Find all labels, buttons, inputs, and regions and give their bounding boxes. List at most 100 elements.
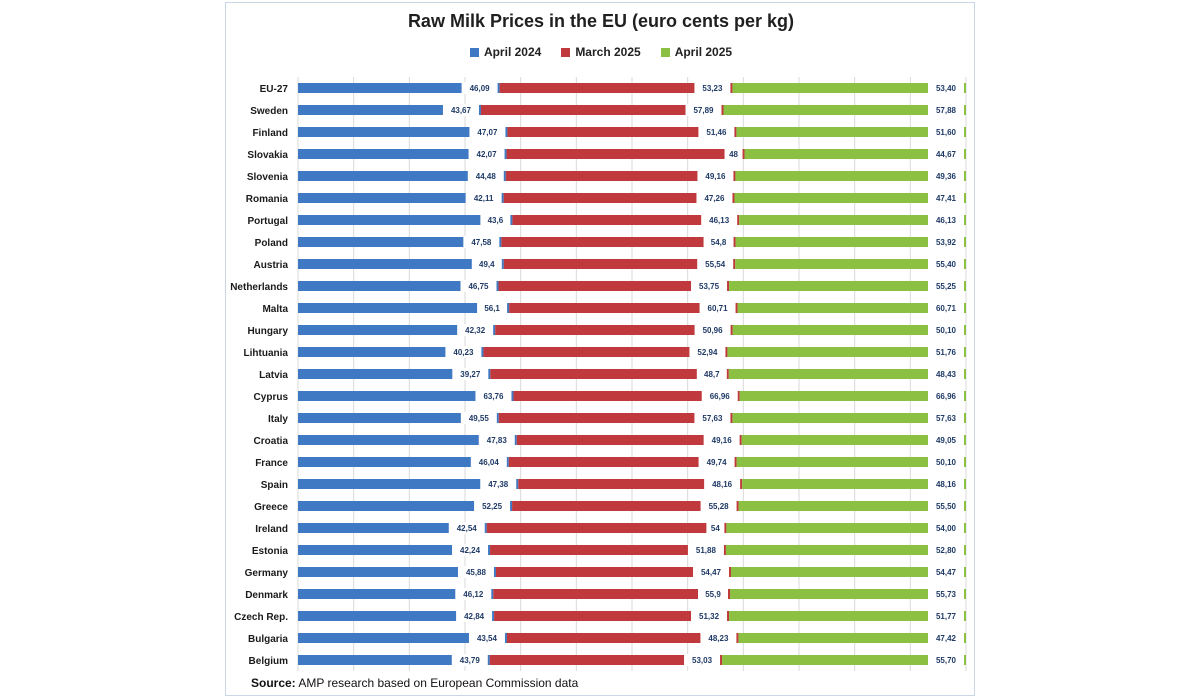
category-label: Greece [254, 502, 288, 513]
data-label-box [928, 588, 964, 600]
data-label: 54,47 [936, 568, 957, 577]
source-text: AMP research based on European Commissio… [295, 676, 579, 690]
data-label-box [451, 654, 488, 666]
bar-segment [507, 127, 737, 137]
data-label: 54,47 [701, 568, 722, 577]
data-label-box [928, 280, 964, 292]
data-label-box [687, 544, 724, 556]
bar-segment [732, 413, 966, 423]
data-label-box [452, 368, 489, 380]
bar-segment [298, 83, 500, 93]
bar-segment [739, 215, 966, 225]
data-label-box [703, 434, 740, 446]
data-label: 47,42 [936, 634, 957, 643]
data-label: 40,23 [453, 348, 474, 357]
legend-label: April 2025 [674, 45, 733, 59]
category-label: Portugal [247, 216, 288, 227]
data-label: 55,25 [936, 282, 957, 291]
bar-segment [298, 457, 509, 467]
bar-segment [298, 501, 513, 511]
data-label-box [928, 82, 964, 94]
bar-segment [739, 391, 966, 401]
data-label: 50,10 [936, 458, 957, 467]
data-label: 48,16 [936, 480, 957, 489]
data-label-box [928, 324, 964, 336]
data-label: 51,46 [706, 128, 727, 137]
data-label-box [928, 346, 964, 358]
data-label: 42,07 [477, 150, 498, 159]
data-label-box [684, 654, 721, 666]
category-label: EU-27 [260, 84, 289, 95]
data-label: 52,94 [697, 348, 718, 357]
bar-segment [732, 325, 966, 335]
category-label: Slovenia [247, 172, 289, 183]
data-label-box [465, 192, 502, 204]
data-label-box [928, 522, 964, 534]
bar-segment [506, 633, 739, 643]
data-label-box [928, 236, 964, 248]
legend-swatch [660, 47, 670, 57]
bar-segment [298, 303, 510, 313]
category-label: Italy [268, 414, 288, 425]
bar-segment [298, 479, 519, 489]
bar-segment [298, 633, 507, 643]
data-label-box [691, 610, 728, 622]
data-label: 55,40 [936, 260, 957, 269]
data-label-box [467, 170, 504, 182]
bar-segment [298, 171, 506, 181]
data-label-box [442, 104, 479, 116]
category-label: Lihtuania [244, 348, 289, 359]
data-label-box [701, 390, 738, 402]
legend-label: March 2025 [575, 45, 641, 59]
data-label-box [478, 434, 515, 446]
bar-segment [489, 655, 723, 665]
data-label-box [463, 236, 500, 248]
bar-segment [298, 435, 517, 445]
bar-segment [503, 259, 736, 269]
data-label-box [694, 82, 731, 94]
data-label: 63,76 [483, 392, 504, 401]
bar-segment [480, 105, 724, 115]
data-label-box [704, 478, 741, 490]
data-label: 54 [711, 524, 720, 533]
data-label: 49,16 [712, 436, 733, 445]
data-label-box [701, 214, 738, 226]
data-label: 51,77 [936, 612, 957, 621]
data-label: 46,75 [468, 282, 489, 291]
data-label-box [928, 368, 964, 380]
data-label-box [696, 368, 727, 380]
data-label-box [685, 104, 722, 116]
bar-segment [298, 325, 496, 335]
data-label: 46,04 [479, 458, 500, 467]
data-label: 42,11 [474, 194, 494, 203]
data-label: 42,84 [464, 612, 485, 621]
data-label-box [477, 302, 508, 314]
bar-segment [298, 237, 502, 247]
data-label: 53,03 [692, 656, 713, 665]
data-label-box [928, 104, 964, 116]
data-label: 47,83 [487, 436, 508, 445]
bar-segment [516, 435, 742, 445]
category-label: Sweden [250, 106, 288, 117]
bar-segment [498, 413, 733, 423]
data-label: 51,32 [699, 612, 720, 621]
bar-segment [741, 435, 966, 445]
bar-segment [727, 347, 966, 357]
data-label: 57,89 [693, 106, 714, 115]
data-label-box [445, 346, 482, 358]
data-label-box [448, 522, 485, 534]
category-label: Finland [252, 128, 288, 139]
data-label-box [928, 500, 964, 512]
category-label: Czech Rep. [234, 612, 288, 623]
data-label: 49,74 [707, 458, 728, 467]
bar-segment [298, 215, 513, 225]
data-label-box [928, 258, 964, 270]
bar-segment [495, 567, 731, 577]
chart-title: Raw Milk Prices in the EU (euro cents pe… [407, 11, 795, 31]
bar-segment [737, 303, 966, 313]
data-label: 57,63 [936, 414, 957, 423]
bar-segment [723, 105, 966, 115]
bar-segment [512, 215, 740, 225]
data-label: 49,36 [936, 172, 957, 181]
bar-segment [512, 501, 739, 511]
